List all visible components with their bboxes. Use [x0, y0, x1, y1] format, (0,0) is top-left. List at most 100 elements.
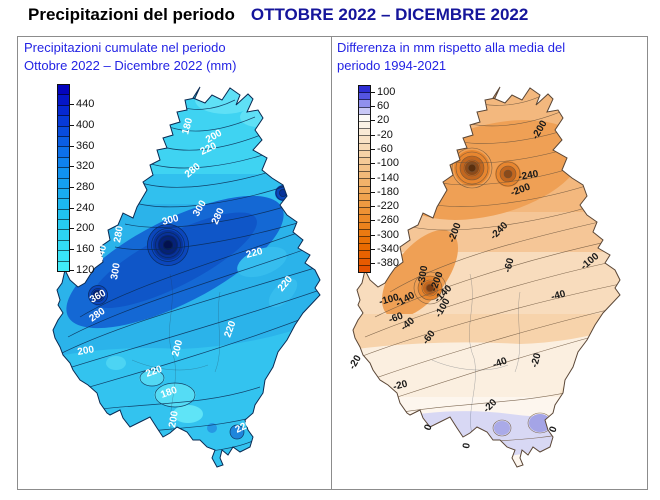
colorbar-tick [371, 191, 375, 193]
colorbar-segment [359, 236, 370, 245]
colorbar-tick [70, 248, 74, 250]
colorbar-tick-label: 400 [76, 118, 95, 131]
contour-label: -60 [502, 257, 516, 274]
contour-label: 200 [77, 344, 96, 358]
colorbar-tick [371, 105, 375, 107]
contour-label: -240 [518, 169, 540, 183]
colorbar-segment [359, 265, 370, 272]
colorbar-segment [359, 251, 370, 259]
colorbar-tick-label: 320 [76, 160, 95, 173]
left-panel-subtitle: Precipitazioni cumulate nel periodo Otto… [24, 39, 236, 75]
left-subtitle-line1: Precipitazioni cumulate nel periodo [24, 40, 226, 55]
colorbar-segment [58, 240, 69, 252]
contour-label: 300 [161, 213, 180, 228]
colorbar-segment [58, 105, 69, 117]
colorbar-tick [371, 177, 375, 179]
contour-label: -20 [347, 353, 364, 371]
colorbar-segment [58, 199, 69, 210]
colorbar-tick-label: -340 [377, 243, 400, 256]
colorbar-tick-label: -20 [377, 128, 393, 141]
colorbar-tick-label: 360 [76, 139, 95, 152]
colorbar-segment [359, 179, 370, 187]
colorbar-segment [58, 157, 69, 169]
colorbar-segment [359, 143, 370, 151]
veneto-region-outline [352, 86, 621, 468]
colorbar-tick [371, 134, 375, 136]
colorbar-segment [359, 222, 370, 230]
map-right-anomaly: -200-240-200-200 -240-300-200-140-100-100… [347, 86, 621, 468]
colorbar-tick-label: -180 [377, 185, 400, 198]
colorbar-tick [371, 234, 375, 236]
colorbar-segment [58, 126, 69, 137]
colorbar-segments [57, 84, 70, 272]
colorbar-segment [359, 215, 370, 223]
colorbar-segment [58, 209, 69, 221]
colorbar-segment [359, 229, 370, 237]
colorbar-segment [58, 85, 69, 96]
colorbar-tick [371, 206, 375, 208]
right-subtitle-line1: Differenza in mm rispetto alla media del [337, 40, 566, 55]
left-colorbar-legend: 440 400 360 320 280 240 200 160 120 [57, 84, 117, 275]
colorbar-tick-label: 60 [377, 99, 390, 112]
contour-label: 180 [180, 116, 195, 135]
colorbar-segment [359, 157, 370, 166]
colorbar-segment [58, 251, 69, 262]
contour-label: 200 [170, 338, 185, 357]
colorbar-tick [70, 207, 74, 209]
contour-label: -20 [529, 352, 543, 369]
colorbar-tick [371, 120, 375, 122]
colorbar-segment [58, 220, 69, 231]
colorbar-tick-label: 280 [76, 180, 95, 193]
contour-label: -60 [387, 310, 405, 325]
colorbar-tick-label: 100 [377, 85, 396, 98]
page-title-blue: OTTOBRE 2022 – DICEMBRE 2022 [250, 5, 529, 24]
veneto-region-outline [52, 86, 321, 468]
right-subtitle-line2: periodo 1994-2021 [337, 58, 447, 73]
colorbar-segment [359, 150, 370, 158]
colorbar-tick [70, 269, 74, 271]
colorbar-segments [358, 85, 371, 273]
colorbar-segment [359, 193, 370, 201]
colorbar-segment [359, 86, 370, 94]
left-subtitle-line2: Ottobre 2022 – Dicembre 2022 (mm) [24, 58, 237, 73]
colorbar-tick [70, 104, 74, 106]
colorbar-segment [359, 121, 370, 130]
colorbar-tick-label: -100 [377, 157, 400, 170]
contour-label: 340 [94, 243, 109, 262]
colorbar-segment [58, 188, 69, 200]
contour-label: -100 [378, 292, 401, 308]
colorbar-segment [359, 186, 370, 194]
colorbar-segment [359, 201, 370, 209]
colorbar-segment [58, 230, 69, 241]
colorbar-tick [371, 91, 375, 93]
colorbar-segment [58, 136, 69, 148]
colorbar-segment [58, 116, 69, 127]
page-title-black: Precipitazioni del periodo [28, 5, 235, 24]
contour-label: 300 [109, 262, 123, 281]
contour-label: -40 [491, 355, 509, 370]
colorbar-segment [58, 178, 69, 189]
right-colorbar-legend: 100 60 20 -20 -60 -100 -140 -180 -220 -260 -300 -34… [358, 85, 418, 273]
colorbar-segment [359, 165, 370, 173]
colorbar-segment [359, 258, 370, 266]
colorbar-tick [371, 249, 375, 251]
colorbar-segment [359, 114, 370, 122]
contour-label: -40 [550, 288, 567, 302]
colorbar-tick [371, 220, 375, 222]
colorbar-segment [58, 168, 69, 179]
contour-label: -20 [392, 378, 409, 392]
colorbar-segment [58, 147, 69, 158]
colorbar-tick-label: -300 [377, 228, 400, 241]
colorbar-tick [371, 163, 375, 165]
contour-label: 0 [461, 442, 473, 450]
colorbar-tick [371, 148, 375, 150]
colorbar-segment [58, 95, 69, 106]
colorbar-segment [359, 129, 370, 137]
colorbar-tick-label: 440 [76, 98, 95, 111]
contour-label: 280 [112, 225, 126, 244]
colorbar-tick-label: 120 [76, 263, 95, 276]
colorbar-segment [359, 172, 370, 180]
contour-label: 220 [245, 246, 264, 261]
